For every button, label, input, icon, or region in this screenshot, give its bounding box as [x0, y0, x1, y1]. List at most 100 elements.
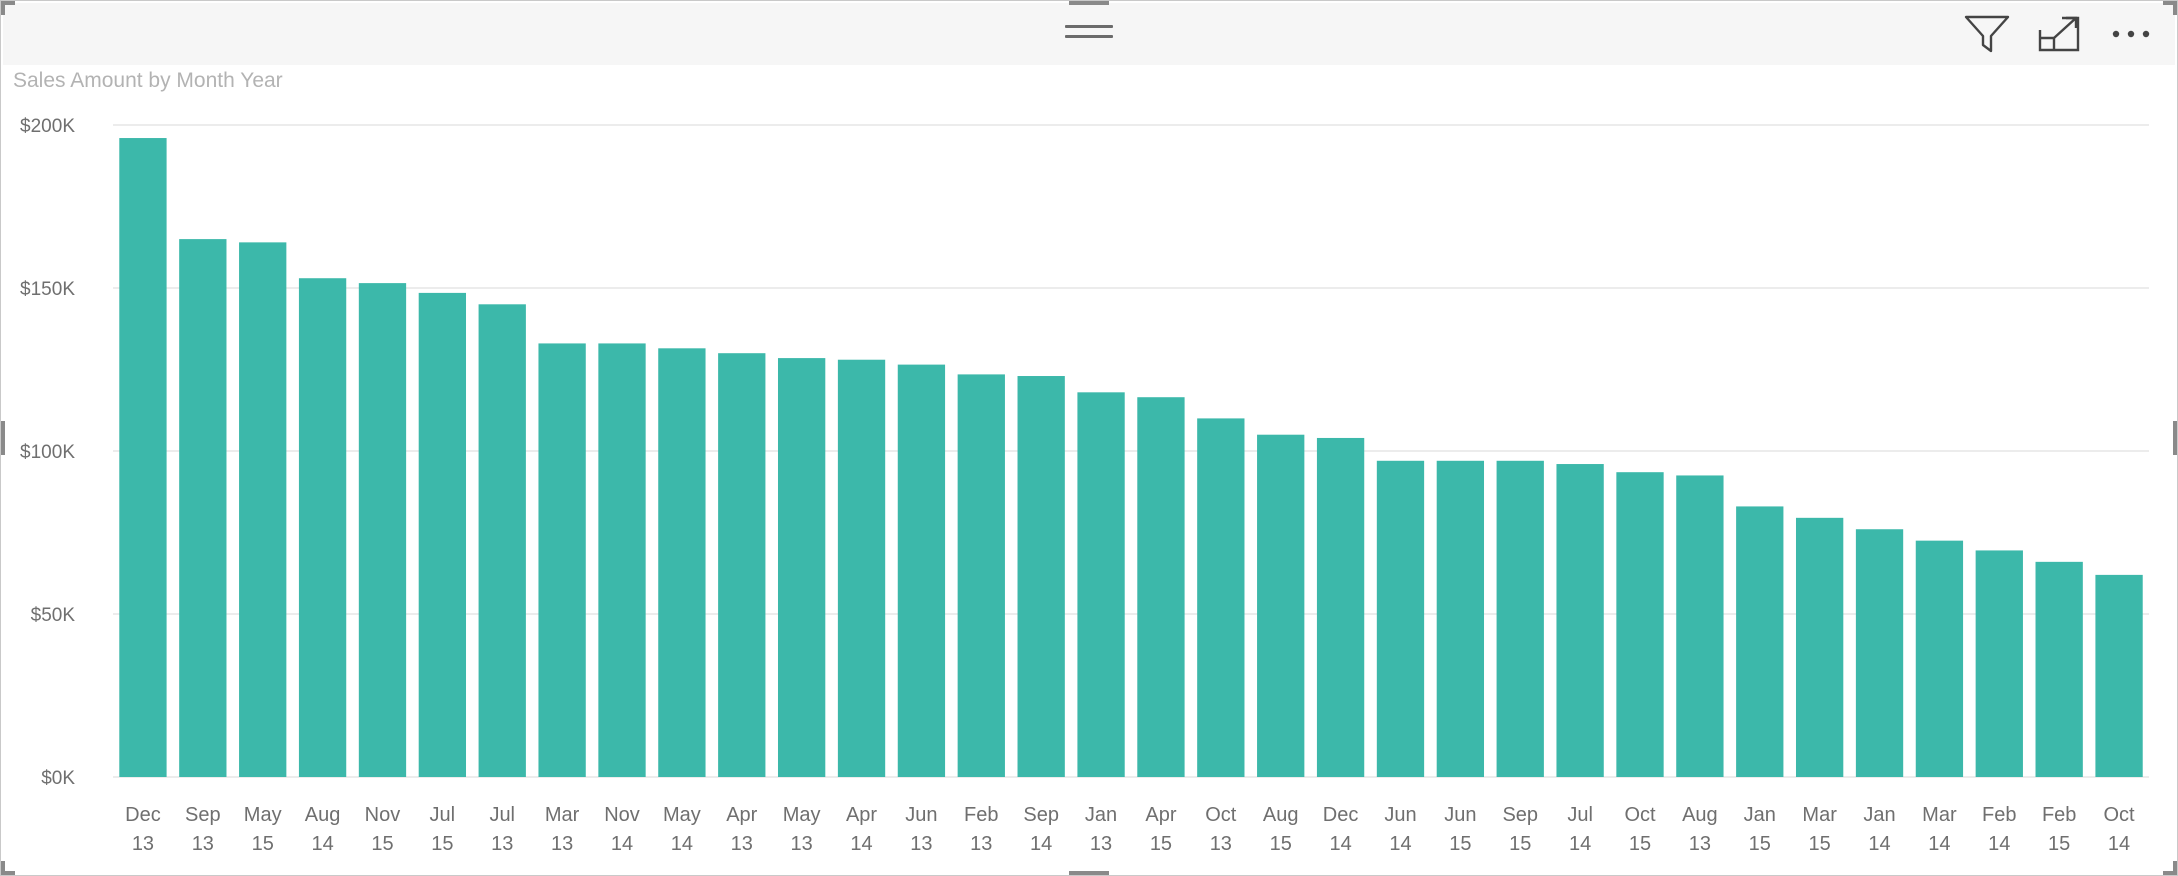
x-tick-label-year: 13: [551, 833, 573, 855]
bar[interactable]: [1975, 550, 2023, 777]
bar[interactable]: [658, 348, 706, 777]
bar[interactable]: [1137, 397, 1185, 777]
x-tick-label-year: 14: [1030, 833, 1052, 855]
bar[interactable]: [2035, 561, 2083, 777]
bar[interactable]: [837, 359, 886, 777]
x-tick-label-year: 13: [910, 833, 932, 855]
bar[interactable]: [897, 364, 946, 777]
bar[interactable]: [538, 343, 586, 777]
x-tick-label-month: Dec: [125, 804, 161, 826]
x-tick-label-month: Jan: [1863, 804, 1895, 826]
x-tick-label-year: 15: [371, 833, 393, 855]
bar[interactable]: [1496, 460, 1544, 777]
bar[interactable]: [1556, 464, 1604, 777]
bar[interactable]: [1915, 540, 1964, 777]
x-tick-label-year: 14: [1329, 833, 1351, 855]
resize-handle-top[interactable]: [1069, 1, 1109, 5]
x-tick-label-month: Aug: [305, 804, 341, 826]
bar[interactable]: [478, 304, 526, 777]
x-tick-label-month: May: [783, 804, 821, 826]
x-tick-label-year: 14: [1868, 833, 1890, 855]
bar[interactable]: [1316, 437, 1365, 777]
focus-mode-button[interactable]: [2031, 9, 2087, 59]
filter-button[interactable]: [1959, 9, 2015, 59]
x-tick-label-year: 15: [252, 833, 274, 855]
bar[interactable]: [718, 353, 766, 777]
x-tick-label-month: Sep: [1023, 804, 1059, 826]
bar[interactable]: [1077, 392, 1125, 777]
bar[interactable]: [1257, 434, 1305, 777]
bar[interactable]: [1197, 418, 1245, 777]
x-tick-label-year: 13: [132, 833, 154, 855]
x-tick-label-month: Mar: [545, 804, 580, 826]
x-tick-label-year: 14: [311, 833, 333, 855]
x-tick-label-month: Oct: [2103, 804, 2135, 826]
filter-icon: [1964, 15, 2010, 53]
bar[interactable]: [1736, 506, 1784, 777]
y-tick-label: $150K: [20, 279, 75, 300]
x-tick-label-year: 15: [2048, 833, 2070, 855]
bar[interactable]: [119, 138, 167, 778]
x-tick-label-year: 14: [671, 833, 693, 855]
visual-header: [3, 3, 2175, 65]
chart-title: Sales Amount by Month Year: [13, 69, 283, 92]
x-tick-label-month: Dec: [1323, 804, 1359, 826]
bar[interactable]: [1676, 475, 1724, 777]
bar[interactable]: [1855, 529, 1904, 777]
x-tick-label-month: Oct: [1624, 804, 1656, 826]
x-tick-label-month: Jul: [489, 804, 515, 826]
x-tick-label-year: 15: [1749, 833, 1771, 855]
bar[interactable]: [1436, 460, 1485, 777]
x-tick-label-month: Oct: [1205, 804, 1237, 826]
x-tick-label-year: 13: [1210, 833, 1232, 855]
x-tick-label-year: 14: [2108, 833, 2130, 855]
y-tick-label: $200K: [20, 116, 75, 137]
drag-handle-icon[interactable]: [1061, 17, 1117, 45]
bar[interactable]: [179, 239, 227, 778]
x-tick-label-month: Feb: [1982, 804, 2016, 826]
bar[interactable]: [298, 278, 347, 777]
x-tick-label-month: Apr: [726, 804, 757, 826]
x-tick-label-month: Aug: [1263, 804, 1299, 826]
bar[interactable]: [777, 358, 826, 777]
x-tick-label-month: Aug: [1682, 804, 1718, 826]
resize-handle-left[interactable]: [1, 421, 5, 455]
x-tick-label-year: 14: [1988, 833, 2010, 855]
x-tick-label-year: 15: [1449, 833, 1471, 855]
bar[interactable]: [598, 343, 646, 777]
focus-mode-icon: [2038, 16, 2080, 52]
x-tick-label-month: Jan: [1744, 804, 1776, 826]
x-tick-label-month: Jul: [430, 804, 456, 826]
x-tick-label-year: 15: [1150, 833, 1172, 855]
bar[interactable]: [418, 292, 467, 777]
x-tick-label-month: Jun: [1384, 804, 1416, 826]
x-tick-label-year: 13: [192, 833, 214, 855]
resize-handle-bottom[interactable]: [1069, 871, 1109, 875]
bar[interactable]: [1376, 460, 1425, 777]
x-tick-label-year: 14: [611, 833, 633, 855]
bar[interactable]: [1795, 517, 1844, 777]
x-tick-label-month: Sep: [1502, 804, 1538, 826]
x-tick-label-year: 15: [1509, 833, 1531, 855]
resize-handle-right[interactable]: [2173, 421, 2177, 455]
bar[interactable]: [1616, 472, 1664, 777]
x-tick-label-year: 13: [791, 833, 813, 855]
x-tick-label-year: 13: [491, 833, 513, 855]
resize-handle-bottom-left[interactable]: [1, 861, 15, 875]
bar[interactable]: [1017, 376, 1065, 777]
resize-handle-top-right[interactable]: [2163, 1, 2177, 15]
bar[interactable]: [2095, 574, 2143, 777]
bar[interactable]: [358, 283, 407, 777]
resize-handle-top-left[interactable]: [1, 1, 15, 15]
x-tick-label-year: 15: [1629, 833, 1651, 855]
bar[interactable]: [239, 242, 287, 778]
resize-handle-bottom-right[interactable]: [2163, 861, 2177, 875]
x-tick-label-year: 14: [1389, 833, 1411, 855]
bar[interactable]: [957, 374, 1005, 777]
x-tick-label-month: Nov: [604, 804, 640, 826]
more-options-button[interactable]: [2103, 9, 2159, 59]
y-tick-label: $50K: [31, 605, 76, 626]
x-tick-label-month: Jun: [905, 804, 937, 826]
